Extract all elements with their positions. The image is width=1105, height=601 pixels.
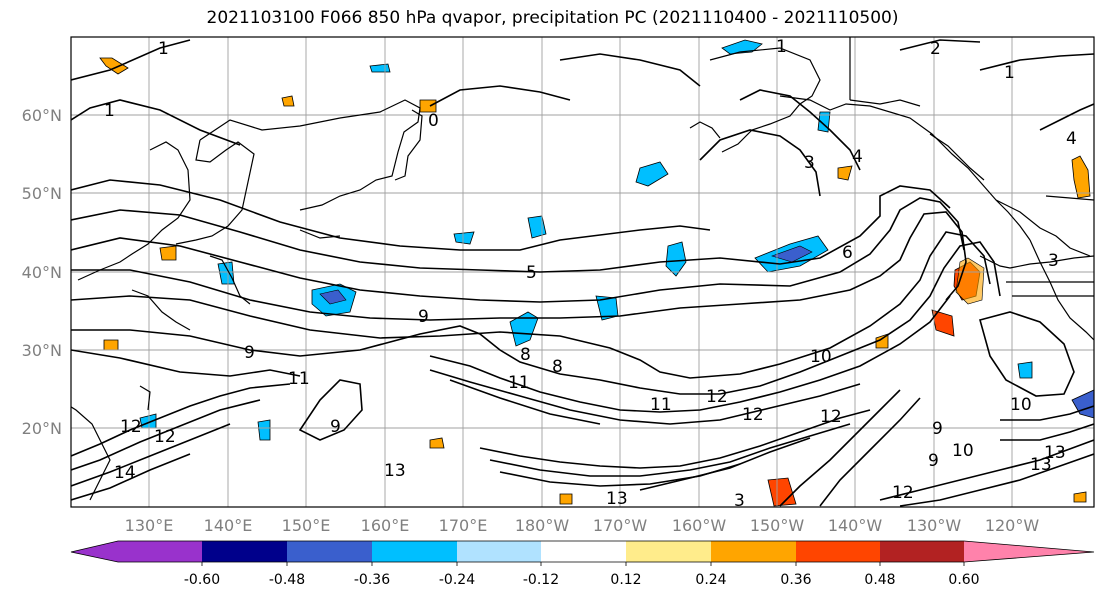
graticule — [71, 37, 1094, 507]
contour-label: 5 — [526, 263, 537, 283]
contour-label: 13 — [1044, 443, 1066, 463]
latitude-labels: 60°N 50°N 40°N 30°N 20°N — [22, 106, 62, 438]
colorbar-tick-label: -0.60 — [184, 572, 220, 588]
colorbar-bin — [202, 541, 288, 562]
contour-label: 3 — [804, 153, 815, 173]
contour-label: 4 — [1066, 129, 1077, 149]
lat-label: 20°N — [22, 419, 62, 438]
lon-label: 150°E — [282, 516, 331, 535]
lon-label: 140°E — [204, 516, 253, 535]
contour-label: 13 — [384, 461, 406, 481]
contour-label: 10 — [952, 441, 974, 461]
lon-label: 140°W — [828, 516, 883, 535]
contour-label: 4 — [852, 147, 863, 167]
contour-label: 12 — [742, 405, 764, 425]
colorbar-bin — [118, 541, 203, 562]
contour-label: 10 — [1010, 395, 1032, 415]
colorbar-tick-label: -0.36 — [354, 572, 390, 588]
contour-label: 13 — [1030, 455, 1052, 475]
colorbar-tick-label: 0.48 — [864, 572, 895, 588]
colorbar-tick-label: -0.24 — [439, 572, 475, 588]
contour-label: 12 — [154, 427, 176, 447]
contour-label: 11 — [650, 395, 672, 415]
contour-label: 11 — [508, 373, 530, 393]
lon-label: 180°W — [515, 516, 570, 535]
contour-label: 9 — [330, 417, 341, 437]
lon-label: 160°E — [361, 516, 410, 535]
coastlines — [71, 37, 1094, 501]
lon-label: 160°W — [672, 516, 727, 535]
contour-label: 12 — [706, 387, 728, 407]
lat-label: 60°N — [22, 106, 62, 125]
contour-label: 1 — [776, 37, 787, 57]
colorbar-tick-label: 0.60 — [948, 572, 979, 588]
contour-label: 6 — [842, 243, 853, 263]
colorbar-tick-label: 0.36 — [780, 572, 811, 588]
colorbar-bin — [372, 541, 458, 562]
colorbar-tick-label: 0.24 — [695, 572, 726, 588]
colorbar-bin — [880, 541, 965, 562]
contour-label: 13 — [606, 489, 628, 509]
lat-label: 40°N — [22, 263, 62, 282]
lon-label: 130°W — [907, 516, 962, 535]
colorbar-bin — [796, 541, 881, 562]
colorbar-tick-label: -0.12 — [523, 572, 559, 588]
colorbar-bin — [626, 541, 712, 562]
lon-label: 130°E — [125, 516, 174, 535]
colorbar-tick-label: -0.48 — [269, 572, 305, 588]
colorbar-outline — [70, 540, 1095, 563]
contour-label: 9 — [244, 343, 255, 363]
contour-label: 1 — [1004, 63, 1015, 83]
lon-label: 170°E — [439, 516, 488, 535]
colorbar-extend-low — [71, 541, 118, 562]
lon-label: 120°W — [985, 516, 1040, 535]
colorbar-bin — [457, 541, 542, 562]
contour-label: 9 — [932, 419, 943, 439]
longitude-labels: 130°E 140°E 150°E 160°E 170°E 180°W 170°… — [125, 516, 1040, 535]
contour-label: 12 — [120, 417, 142, 437]
contour-label: 1 — [158, 39, 169, 59]
lat-label: 50°N — [22, 184, 62, 203]
contour-label: 14 — [114, 463, 136, 483]
contour-label: 2 — [930, 39, 941, 59]
contour-label: 12 — [892, 483, 914, 503]
contour-label: 8 — [552, 357, 563, 377]
contour-label: 8 — [520, 345, 531, 365]
lon-label: 150°W — [750, 516, 805, 535]
contour-labels: 1 1 2 1 0 1 3 4 6 4 3 5 9 9 10 8 8 11 11… — [104, 37, 1077, 511]
contour-label: 3 — [734, 491, 745, 511]
contour-label: 11 — [288, 369, 310, 389]
contour-label: 9 — [418, 307, 429, 327]
colorbar-extend-high — [964, 541, 1094, 562]
contour-label: 0 — [428, 111, 439, 131]
colorbar: -0.60 -0.48 -0.36 -0.24 -0.12 0.12 0.24 … — [70, 540, 1095, 588]
contour-label: 3 — [1048, 251, 1059, 271]
colorbar-bin — [541, 541, 627, 562]
colorbar-tick-label: 0.12 — [610, 572, 641, 588]
contour-label: 12 — [820, 407, 842, 427]
contour-label: 9 — [928, 451, 939, 471]
contour-label: 10 — [810, 347, 832, 367]
lon-label: 170°W — [593, 516, 648, 535]
lat-label: 30°N — [22, 341, 62, 360]
map-frame — [70, 36, 1095, 508]
colorbar-bin — [711, 541, 797, 562]
map-title: 2021103100 F066 850 hPa qvapor, precipit… — [206, 8, 899, 28]
contour-label: 1 — [104, 101, 115, 121]
colorbar-bin — [287, 541, 373, 562]
contour-lines — [71, 39, 1094, 507]
